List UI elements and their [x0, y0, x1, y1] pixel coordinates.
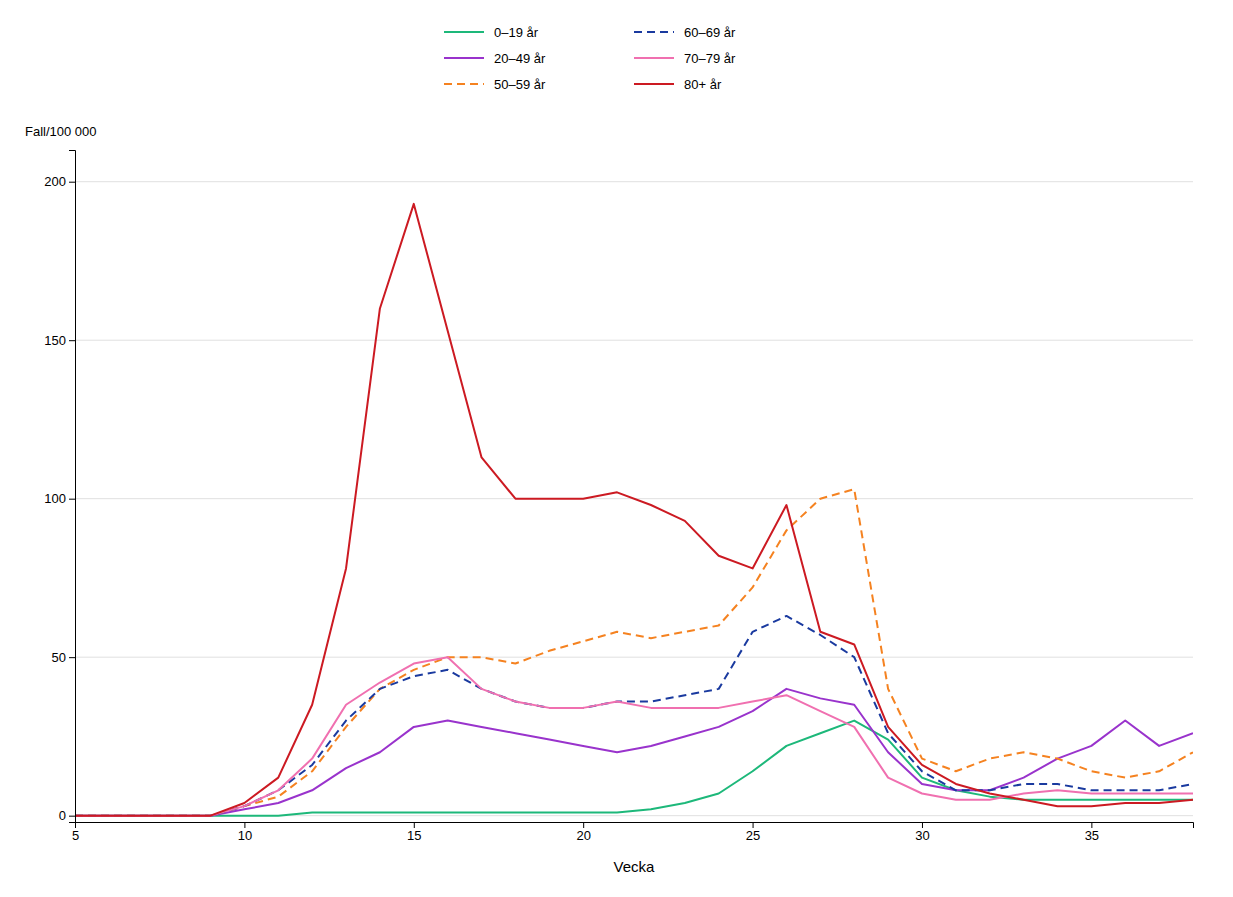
legend-label: 70–79 år — [684, 51, 736, 66]
x-tick-label: 30 — [915, 828, 929, 843]
x-tick-mark — [753, 822, 754, 828]
y-tick-mark — [69, 340, 75, 341]
y-tick-mark — [69, 182, 75, 183]
legend-label: 60–69 år — [684, 25, 736, 40]
x-axis-line — [76, 823, 1194, 829]
y-tick-label: 200 — [44, 174, 66, 189]
legend-label: 80+ år — [684, 77, 722, 92]
y-axis-line — [69, 151, 76, 823]
grid-line — [75, 657, 1193, 658]
legend-label: 0–19 år — [494, 25, 539, 40]
legend-item: 70–79 år — [634, 51, 736, 66]
x-tick-mark — [414, 822, 415, 828]
legend-item: 0–19 år — [444, 25, 539, 40]
x-tick: 5 — [72, 822, 79, 843]
y-axis: 0 50 100 150 200 — [44, 151, 75, 824]
y-tick-label: 50 — [52, 650, 66, 665]
x-tick-label: 5 — [72, 828, 79, 843]
grid-line — [75, 340, 1193, 341]
x-tick-label: 10 — [238, 828, 252, 843]
x-tick-label: 35 — [1085, 828, 1099, 843]
y-tick-label: 0 — [59, 808, 66, 823]
legend-swatch — [634, 83, 674, 85]
x-tick: 30 — [915, 822, 929, 843]
y-tick: 150 — [44, 333, 75, 348]
legend: 0–19 år 20–49 år 50–59 år 60–69 år 70–79 år 8… — [444, 25, 736, 92]
y-tick: 50 — [52, 650, 75, 665]
legend-swatch — [634, 31, 674, 33]
x-tick: 10 — [238, 822, 252, 843]
x-axis: 5 10 15 20 25 30 35 — [72, 822, 1194, 843]
series-line — [75, 657, 1193, 815]
grid — [75, 182, 1193, 816]
y-axis-title: Fall/100 000 — [25, 124, 97, 139]
legend-swatch — [444, 57, 484, 59]
legend-label: 50–59 år — [494, 77, 546, 92]
series-line — [75, 689, 1193, 816]
lines — [75, 204, 1193, 816]
legend-item: 60–69 år — [634, 25, 736, 40]
x-tick: 25 — [746, 822, 760, 843]
legend-item: 50–59 år — [444, 77, 546, 92]
x-tick-mark — [1091, 822, 1092, 828]
grid-line — [75, 181, 1193, 182]
legend-swatch — [444, 83, 484, 85]
x-tick-label: 15 — [407, 828, 421, 843]
series-line — [75, 489, 1193, 815]
y-tick-mark — [69, 816, 75, 817]
chart: 5 10 15 20 25 30 35 0 50 100 150 200 Vecka Fall/100 0… — [0, 0, 1233, 897]
x-tick-label: 20 — [576, 828, 590, 843]
y-tick-label: 100 — [44, 491, 66, 506]
legend-item: 80+ år — [634, 77, 722, 92]
legend-label: 20–49 år — [494, 51, 546, 66]
x-tick-mark — [244, 822, 245, 828]
x-tick-mark — [922, 822, 923, 828]
plot-area: 5 10 15 20 25 30 35 0 50 100 150 200 Vecka Fall/100 0… — [25, 124, 1194, 875]
series-line — [75, 721, 1193, 816]
y-tick: 100 — [44, 491, 75, 506]
x-axis-title: Vecka — [614, 858, 656, 875]
y-tick: 0 — [59, 808, 75, 823]
y-tick-label: 150 — [44, 333, 66, 348]
x-tick-label: 25 — [746, 828, 760, 843]
y-tick-mark — [69, 499, 75, 500]
x-tick: 20 — [576, 822, 590, 843]
series-line — [75, 204, 1193, 816]
legend-item: 20–49 år — [444, 51, 546, 66]
x-tick-mark — [583, 822, 584, 828]
legend-swatch — [444, 31, 484, 33]
y-tick-mark — [69, 657, 75, 658]
x-tick: 35 — [1085, 822, 1099, 843]
legend-swatch — [634, 57, 674, 59]
x-tick: 15 — [407, 822, 421, 843]
series-line — [75, 616, 1193, 816]
y-tick: 200 — [44, 174, 75, 189]
